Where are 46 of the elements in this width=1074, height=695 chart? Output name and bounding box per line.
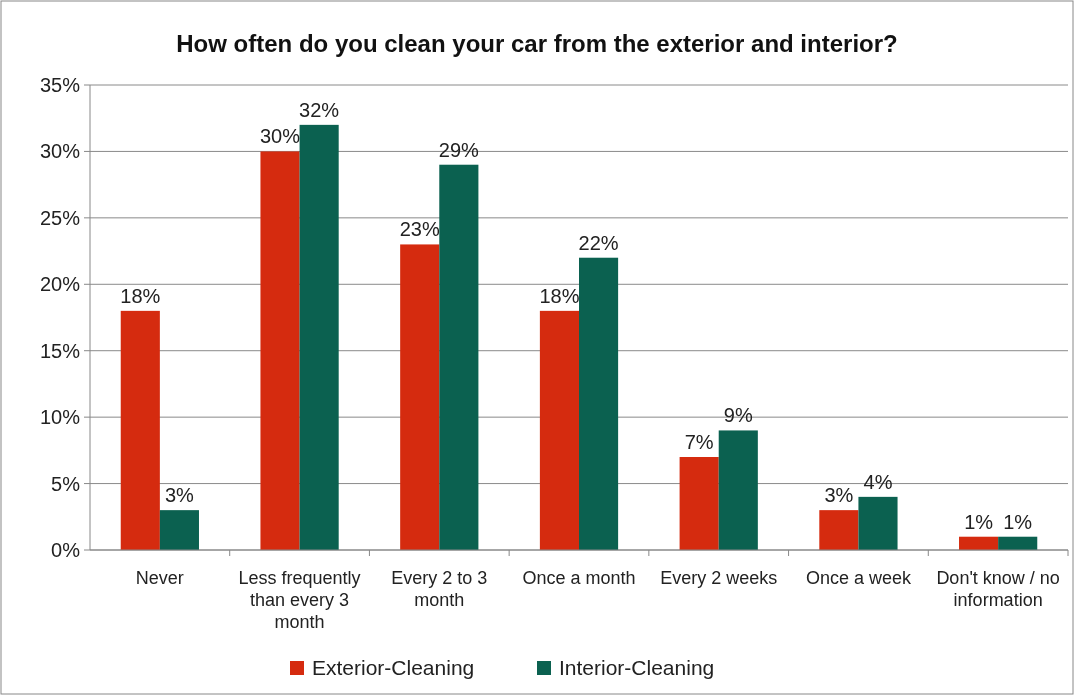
x-tick-label: Once a week [805,568,912,588]
data-label: 22% [578,231,619,254]
bar [718,430,758,550]
y-tick-label: 5% [51,472,81,495]
x-tick-label: Don't know / no information [936,568,1060,610]
data-label: 23% [399,218,440,241]
x-tick-label: Every 2 weeks [660,568,778,588]
data-label: 1% [1003,510,1033,533]
bar [439,164,479,550]
data-label: 1% [964,510,994,533]
bar [299,124,339,550]
bar [819,510,859,550]
bar [679,457,719,550]
y-tick-label: 20% [39,273,81,296]
data-label: 30% [260,125,301,148]
bar [539,310,579,550]
y-tick-label: 0% [51,539,81,561]
legend-label: Interior-Cleaning [559,656,715,679]
x-tick-label: Once a month [522,568,636,588]
data-label: 29% [438,138,480,161]
y-tick-label: 30% [39,140,81,163]
legend-label: Exterior-Cleaning [312,656,475,679]
y-tick-label: 10% [39,406,81,429]
bar [579,257,619,550]
y-tick-label: 35% [39,74,81,96]
bar [120,310,160,550]
data-label: 32% [299,98,340,121]
data-label: 7% [684,431,714,453]
data-label: 18% [539,284,580,307]
data-label: 3% [164,484,195,507]
x-tick-label: Less frequently than every 3 month [238,568,361,632]
chart-title: How often do you clean your car from the exterior and interior? [176,30,898,57]
bar [159,510,199,550]
y-tick-label: 25% [39,206,81,229]
bar [998,536,1038,550]
x-tick-label: Every 2 to 3 month [391,568,488,610]
data-label: 4% [863,470,893,493]
data-label: 3% [824,484,854,507]
bar [959,536,999,550]
data-label: 18% [120,284,161,307]
data-label: 9% [723,404,753,427]
bar [858,496,898,550]
y-tick-label: 15% [39,339,81,362]
bar [400,244,440,550]
x-tick-label: Never [135,568,184,588]
bar [260,151,300,550]
